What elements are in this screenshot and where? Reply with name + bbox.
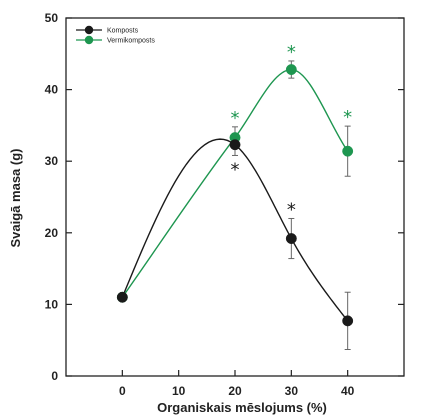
curves-group [121, 68, 349, 322]
axes-group [65, 17, 405, 377]
y-tick-label: 40 [45, 83, 59, 97]
legend-label: Komposts [107, 28, 139, 35]
significance-group: * * * * * [231, 42, 353, 221]
y-tick-label: 10 [45, 297, 59, 311]
legend: Komposts Vermikomposts [76, 25, 155, 45]
data-point-komposts [229, 139, 241, 151]
data-point-vermikomposts [285, 64, 297, 76]
significance-star: * [343, 107, 352, 128]
points-group [116, 64, 354, 327]
x-tick-label: 40 [341, 384, 355, 398]
significance-star: * [287, 42, 296, 63]
x-tick-label: 20 [228, 384, 242, 398]
significance-star: * [231, 159, 240, 180]
y-tick-label: 20 [45, 226, 59, 240]
legend-label: Vermikomposts [107, 38, 155, 45]
y-tick-label: 0 [51, 369, 58, 383]
significance-star: * [231, 108, 240, 129]
series-line-komposts [121, 138, 349, 322]
significance-star: * [287, 199, 296, 220]
y-axis-label: Svaigā masa (g) [8, 149, 23, 248]
x-tick-label: 30 [285, 384, 299, 398]
y-tick-label: 30 [45, 154, 59, 168]
x-tick-label: 10 [172, 384, 186, 398]
ticks-group: 0 10 20 30 40 0 10 20 30 40 50 [45, 11, 404, 398]
data-point-vermikomposts [342, 145, 354, 157]
legend-swatch-marker [84, 25, 94, 35]
x-tick-label: 0 [119, 384, 126, 398]
y-tick-label: 50 [45, 11, 59, 25]
legend-swatch-marker [84, 35, 94, 45]
plot-frame [65, 17, 405, 377]
series-line-vermikomposts [121, 68, 349, 298]
data-point-komposts [285, 233, 297, 244]
data-point-komposts [342, 315, 354, 327]
x-axis-label: Organiskais mēslojums (%) [157, 400, 327, 415]
data-point-komposts [116, 291, 128, 303]
